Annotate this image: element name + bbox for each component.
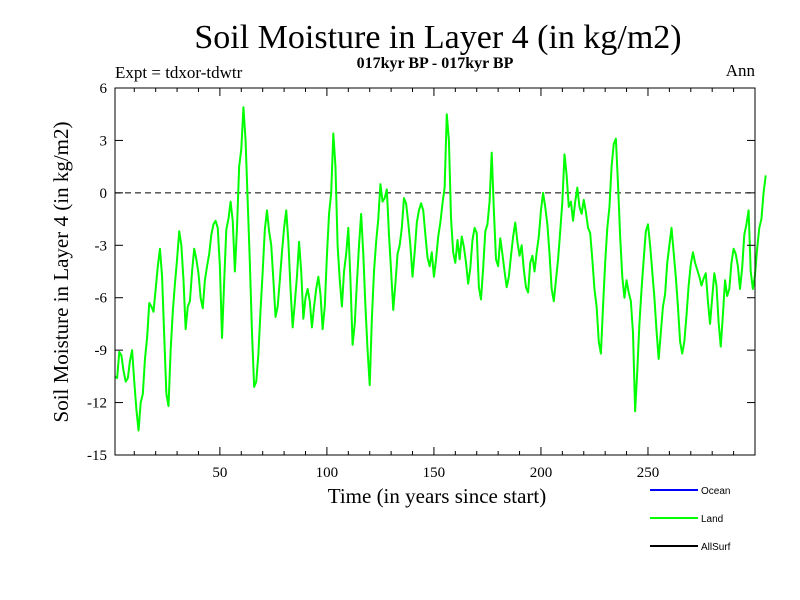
y-tick-label: 6 (100, 81, 108, 97)
chart-title: Soil Moisture in Layer 4 (in kg/m2) (194, 19, 681, 56)
experiment-label: Expt = tdxor-tdwtr (115, 63, 243, 82)
x-tick-label: 250 (637, 465, 660, 481)
y-tick-label: 3 (100, 133, 108, 149)
y-tick-label: -9 (95, 343, 108, 359)
y-axis-label: Soil Moisture in Layer 4 (in kg/m2) (49, 122, 73, 423)
series-line-land (114, 106, 767, 432)
y-tick-label: -6 (95, 291, 108, 307)
period-label: Ann (726, 61, 756, 80)
y-tick-label: 0 (100, 186, 108, 202)
legend-label-allsurf: AllSurf (701, 542, 731, 553)
plot-area: 6 3 0 -3 -6 -9 -12 -15 50 100 150 200 250 (87, 81, 767, 481)
x-tick-label: 150 (423, 465, 446, 481)
chart-subtitle: 017kyr BP - 017kyr BP (357, 55, 514, 72)
x-tick-label: 50 (212, 465, 227, 481)
x-tick-label: 200 (530, 465, 553, 481)
legend: Ocean Land AllSurf (650, 486, 731, 553)
y-tick-label: -3 (95, 238, 108, 254)
legend-label-ocean: Ocean (701, 486, 730, 497)
legend-label-land: Land (701, 514, 723, 525)
plot-frame (114, 87, 756, 456)
y-tick-label: -15 (87, 448, 107, 464)
x-axis-label: Time (in years since start) (328, 484, 547, 508)
x-tick-label: 100 (316, 465, 339, 481)
y-tick-label: -12 (87, 396, 107, 412)
